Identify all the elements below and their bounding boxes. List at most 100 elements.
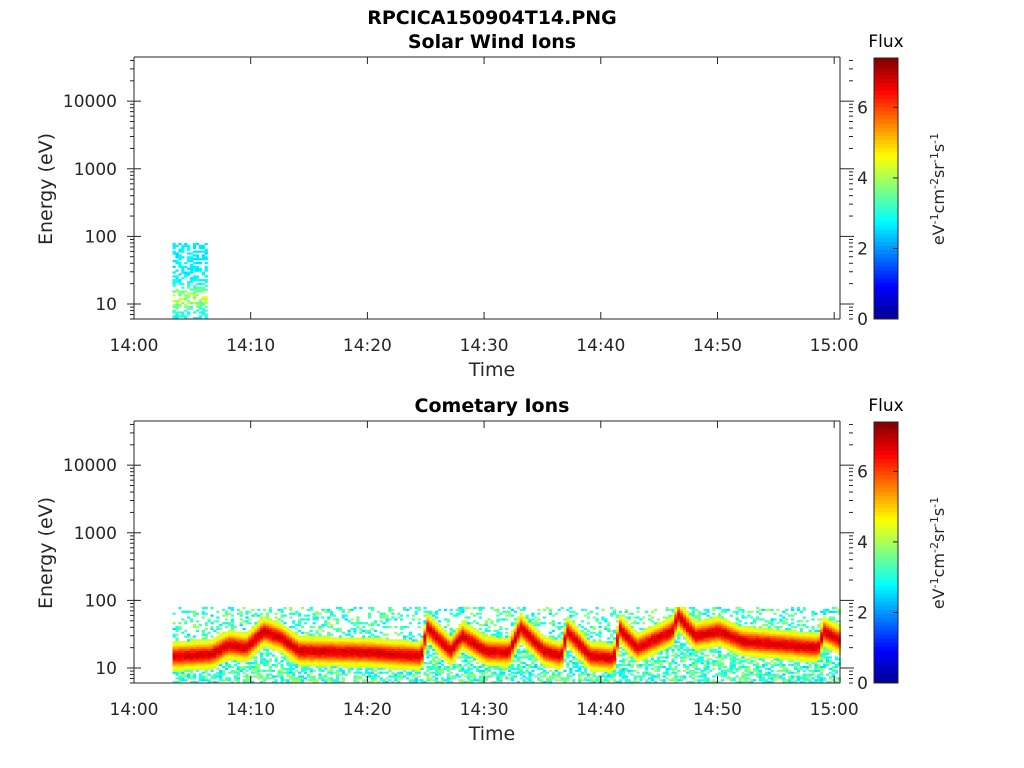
heatmap-cell (300, 635, 305, 638)
heatmap-cell (586, 629, 590, 632)
heatmap-cell (254, 669, 258, 672)
heatmap-cell (289, 625, 293, 629)
heatmap-cell (513, 652, 518, 655)
heatmap-cell (458, 667, 462, 670)
heatmap-cell (239, 635, 243, 638)
heatmap-cell (458, 606, 462, 610)
heatmap-cell (315, 610, 319, 613)
heatmap-cell (181, 650, 185, 653)
heatmap-cell (534, 631, 538, 634)
heatmap-cell (435, 646, 439, 650)
heatmap-cell (210, 606, 214, 610)
heatmap-cell (534, 643, 538, 646)
heatmap-cell (551, 620, 555, 623)
heatmap-cell (204, 256, 208, 259)
heatmap-cell (280, 629, 284, 632)
heatmap-cell (633, 646, 637, 650)
heatmap-cell (257, 673, 261, 676)
heatmap-cell (178, 282, 182, 286)
heatmap-cell (321, 663, 325, 667)
heatmap-cell (292, 679, 296, 682)
heatmap-cell (257, 633, 261, 636)
heatmap-cell (586, 644, 590, 648)
heatmap-cell (519, 656, 523, 659)
heatmap-cell (268, 635, 272, 638)
heatmap-cell (516, 644, 520, 648)
heatmap-cell (615, 654, 620, 657)
heatmap-cell (195, 669, 200, 672)
heatmap-cell (391, 612, 395, 615)
heatmap-cell (175, 315, 179, 318)
heatmap-cell (423, 637, 427, 640)
heatmap-cell (245, 631, 249, 634)
heatmap-cell (583, 679, 588, 682)
heatmap-cell (516, 620, 520, 623)
heatmap-cell (572, 648, 576, 651)
heatmap-cell (665, 644, 669, 648)
heatmap-cell (219, 624, 223, 627)
heatmap-cell (531, 673, 535, 676)
heatmap-cell (610, 633, 614, 636)
heatmap-cell (513, 671, 518, 674)
heatmap-cell (467, 677, 471, 680)
heatmap-cell (656, 669, 661, 672)
heatmap-cell (213, 677, 217, 680)
heatmap-cell (499, 677, 503, 680)
heatmap-cell (487, 646, 491, 650)
heatmap-cell (493, 635, 497, 638)
heatmap-cell (178, 641, 182, 644)
heatmap-cell (321, 660, 325, 663)
heatmap-cell (490, 662, 494, 665)
heatmap-cell (216, 663, 220, 667)
heatmap-cell (201, 612, 205, 615)
heatmap-cell (195, 667, 200, 670)
heatmap-cell (359, 641, 363, 644)
heatmap-cell (187, 675, 191, 678)
heatmap-cell (618, 671, 623, 674)
heatmap-cell (187, 296, 191, 299)
heatmap-cell (601, 681, 605, 684)
heatmap-cell (630, 663, 634, 667)
heatmap-cell (300, 646, 305, 650)
heatmap-cell (251, 671, 255, 674)
heatmap-cell (236, 669, 240, 672)
heatmap-cell (195, 665, 200, 669)
heatmap-cell (534, 639, 538, 642)
heatmap-cell (624, 610, 628, 613)
heatmap-cell (178, 315, 182, 318)
heatmap-cell (420, 646, 424, 650)
heatmap-cell (201, 654, 205, 657)
heatmap-cell (580, 660, 585, 663)
heatmap-cell (598, 635, 602, 638)
heatmap-cell (665, 606, 669, 610)
heatmap-cell (400, 625, 404, 629)
heatmap-cell (432, 631, 436, 634)
heatmap-cell (656, 644, 661, 648)
heatmap-cell (195, 303, 200, 306)
heatmap-cell (210, 675, 214, 678)
heatmap-cell (537, 637, 541, 640)
heatmap-cell (595, 667, 599, 670)
heatmap-cell (426, 654, 430, 657)
heatmap-cell (487, 648, 491, 651)
heatmap-cell (618, 614, 623, 617)
heatmap-cell (321, 608, 325, 612)
colorbar-segment (874, 180, 898, 185)
heatmap-cell (642, 663, 646, 667)
heatmap-cell (222, 608, 226, 612)
heatmap-cell (429, 631, 433, 634)
heatmap-cell (586, 616, 590, 619)
heatmap-cell (449, 648, 453, 651)
heatmap-cell (391, 665, 395, 669)
heatmap-cell (190, 662, 194, 665)
heatmap-cell (589, 643, 593, 646)
heatmap-cell (178, 643, 182, 646)
heatmap-cell (245, 656, 249, 659)
heatmap-cell (531, 639, 535, 642)
heatmap-cell (467, 650, 471, 653)
heatmap-cell (260, 652, 264, 655)
heatmap-cell (227, 679, 232, 682)
heatmap-cell (332, 658, 337, 661)
heatmap-cell (440, 631, 445, 634)
heatmap-cell (408, 681, 413, 684)
